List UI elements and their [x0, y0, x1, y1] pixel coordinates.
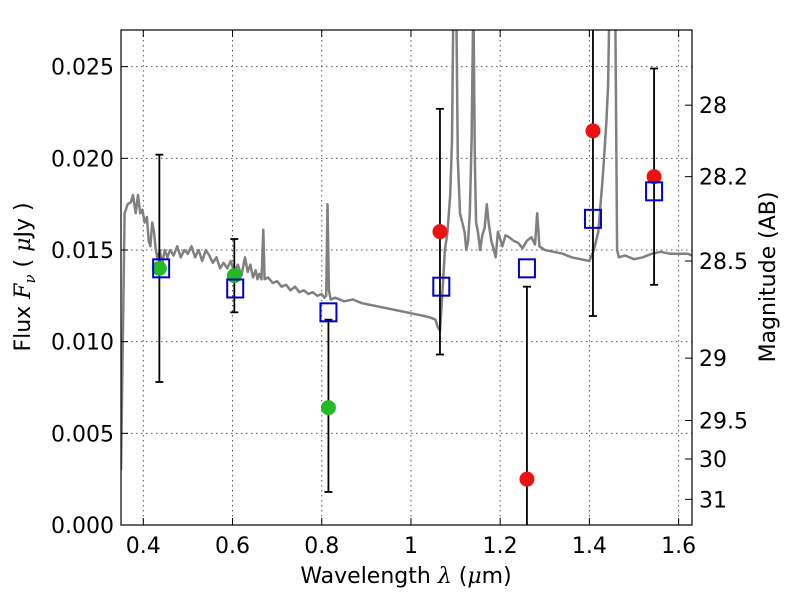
right-tick-label: 31 [699, 488, 727, 513]
x-tick-label: 1 [404, 534, 418, 559]
model-band-point [152, 258, 171, 279]
model-band-point [583, 208, 602, 229]
x-tick-label: 1.4 [572, 534, 607, 559]
data-layer [121, 30, 692, 471]
model-band-point [645, 181, 664, 202]
tick-labels: 0.4 0.6 0.8 1 1.2 1.4 1.6 0.000 0.005 0.010 0.015 0… [51, 56, 748, 559]
observed-point [226, 268, 242, 284]
y-tick-label: 0.000 [51, 514, 114, 539]
y-tick-label: 0.025 [51, 56, 114, 81]
x-tick-label: 0.8 [304, 534, 339, 559]
model-band-point [432, 276, 451, 297]
observed-point [646, 169, 662, 185]
right-tick-label: 28 [699, 94, 727, 119]
x-tick-label: 0.6 [215, 534, 250, 559]
y-tick-label: 0.010 [51, 331, 114, 356]
model-band-point [319, 302, 338, 323]
y-tick-label: 0.015 [51, 239, 114, 264]
model-spectrum-line [121, 30, 692, 471]
right-tick-label: 29.5 [699, 410, 748, 435]
x-tick-label: 1.6 [661, 534, 696, 559]
y-tick-label: 0.005 [51, 422, 114, 447]
x-tick-label: 0.4 [126, 534, 161, 559]
plot-frame [120, 29, 693, 526]
right-tick-label: 29 [699, 347, 727, 372]
right-tick-label: 30 [699, 448, 727, 473]
y-tick-label: 0.020 [51, 147, 114, 172]
model-band-point [226, 278, 245, 299]
model-band-point [517, 258, 536, 279]
x-tick-label: 1.2 [483, 534, 518, 559]
right-tick-label: 28.5 [699, 250, 748, 275]
observed-point [585, 123, 601, 139]
marker-layer [151, 30, 664, 525]
plot-area [121, 30, 692, 525]
observed-point [151, 260, 167, 276]
observed-point [432, 224, 448, 240]
right-tick-label: 28.2 [699, 166, 748, 191]
x-axis-title: Wavelength λ (μm) [300, 564, 511, 589]
y-axis-title-right: Magnitude (AB) [756, 192, 781, 363]
observed-point [320, 400, 336, 416]
ticks [121, 30, 692, 526]
observed-point [519, 471, 535, 487]
